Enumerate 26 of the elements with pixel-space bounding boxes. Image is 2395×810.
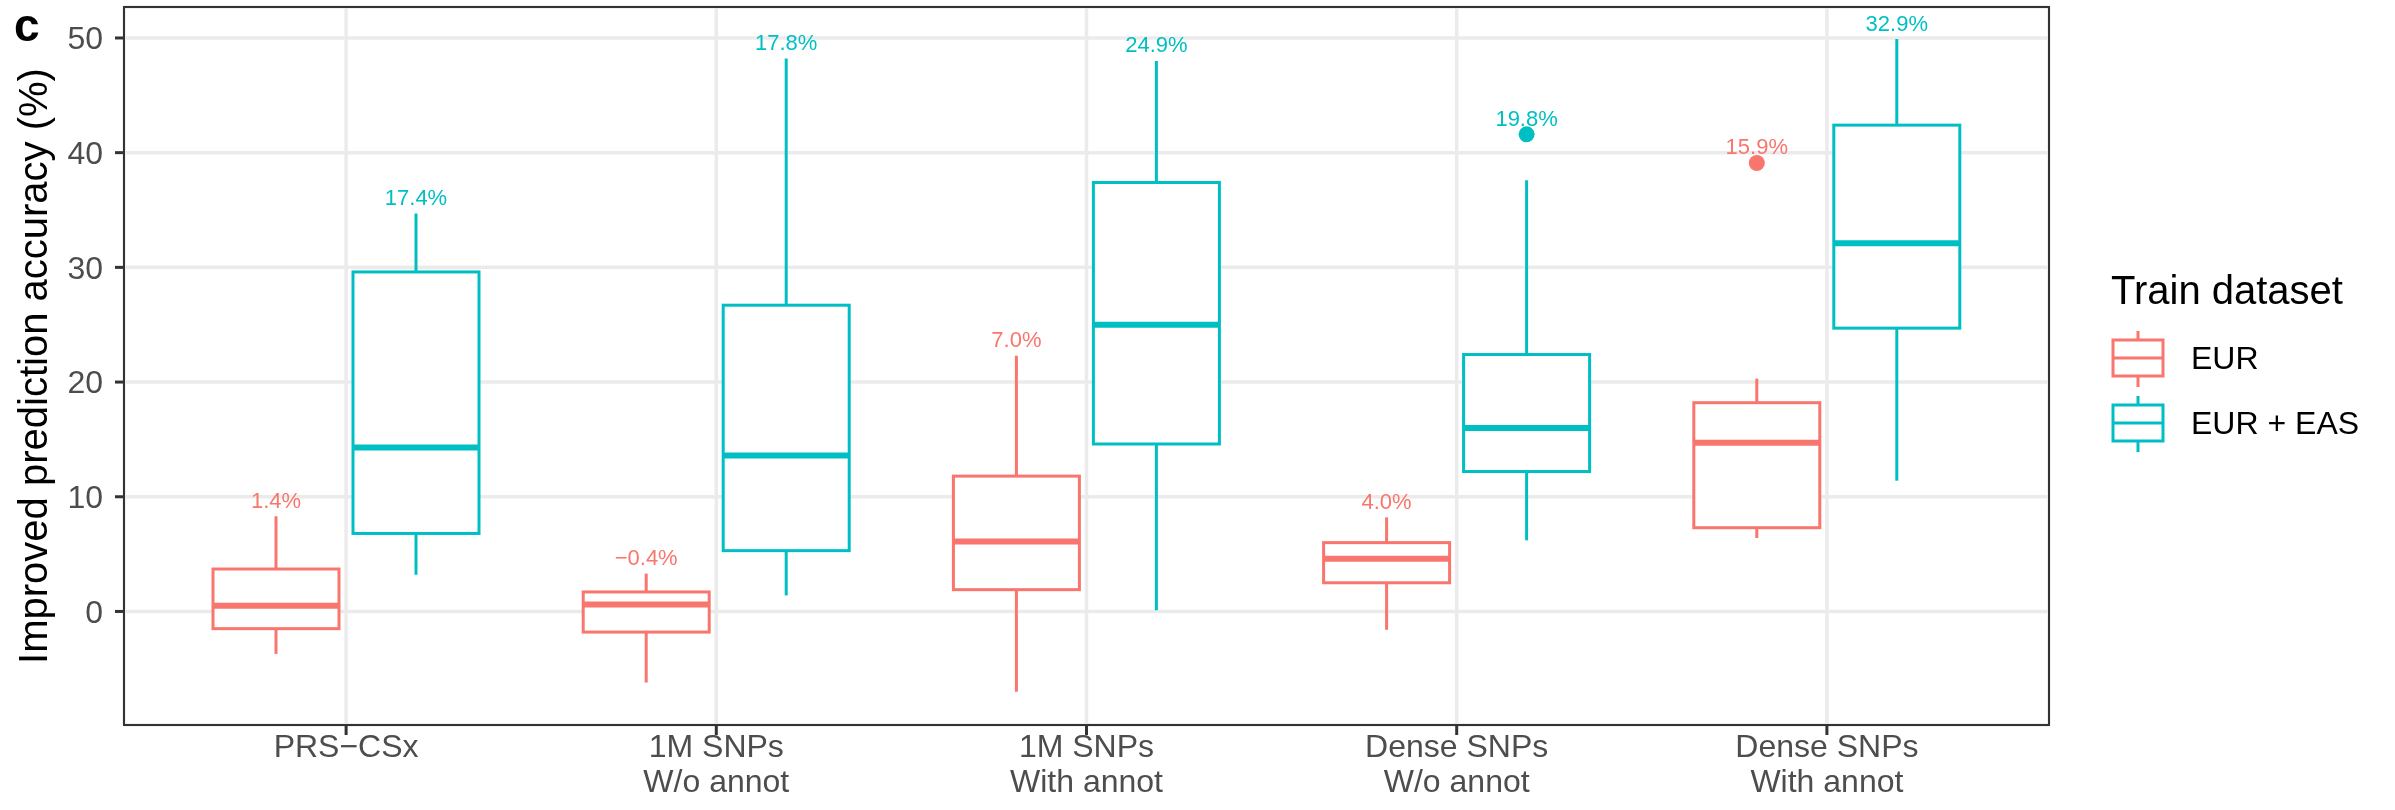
text: 24.9% (1125, 32, 1188, 58)
y-tick-label: 20 (67, 364, 103, 401)
y-axis-title: Improved prediction accuracy (%) (11, 68, 55, 664)
text: 17.4% (384, 184, 448, 210)
text: 15.9% (1725, 134, 1788, 160)
text: 4.0% (1361, 488, 1412, 514)
text: −0.4% (614, 545, 678, 571)
legend-title: Train dataset (2111, 267, 2344, 314)
x-tick-label: 1M SNPs With annot (1010, 728, 1164, 799)
y-tick-label: 50 (67, 20, 103, 57)
x-tick-label: 1M SNPs W/o annot (643, 728, 790, 799)
x-tick-label: PRS−CSx (273, 728, 419, 764)
text: 1.4% (250, 487, 302, 513)
y-tick-label: 30 (67, 249, 103, 286)
text: 19.8% (1495, 105, 1558, 131)
text: 32.9% (1865, 10, 1928, 36)
text: 17.8% (755, 30, 818, 56)
legend-label: EUR + EAS (2191, 405, 2360, 442)
y-tick-label: 40 (67, 135, 103, 172)
text: c (14, 0, 40, 51)
y-tick-label: 10 (67, 479, 103, 516)
text: 7.0% (991, 327, 1042, 353)
x-tick-label: Dense SNPs With annot (1735, 728, 1919, 799)
x-tick-label: Dense SNPs W/o annot (1365, 728, 1549, 799)
y-tick-label: 0 (85, 593, 103, 630)
legend-label: EUR (2191, 340, 2259, 377)
